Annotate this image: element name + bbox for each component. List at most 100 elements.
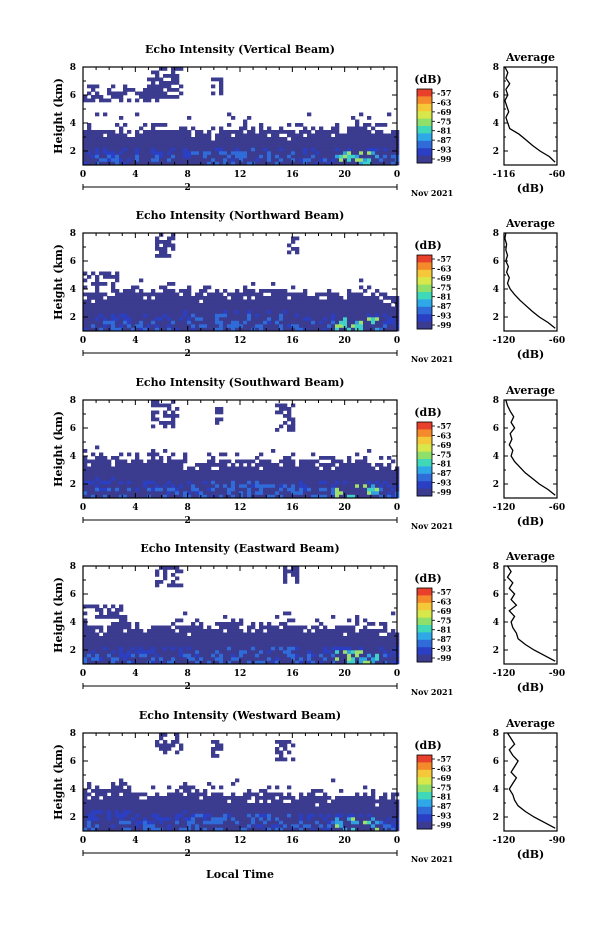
y-tick-label: 8 (70, 562, 76, 572)
average-x-tick-label: -120 (493, 836, 516, 846)
colorbar-swatch (417, 807, 432, 815)
x-tick-label: 8 (185, 336, 191, 346)
average-y-tick-label: 4 (493, 785, 499, 795)
y-axis-label: Height (km) (52, 744, 65, 820)
colorbar-swatch (417, 481, 432, 489)
panel-title: Echo Intensity (Eastward Beam) (140, 542, 339, 555)
colorbar-unit: (dB) (414, 73, 441, 86)
x-axis-label: Local Time (206, 868, 274, 881)
average-x-tick-label: -60 (549, 503, 565, 513)
x-tick-label: 0 (80, 336, 86, 346)
x-tick-label: 0 (80, 836, 86, 846)
colorbar-swatch (417, 133, 432, 141)
colorbar-swatch (417, 111, 432, 119)
x-tick-label: 16 (286, 336, 299, 346)
average-x-tick-label: -116 (493, 170, 516, 180)
average-x-tick-label: -60 (549, 170, 565, 180)
average-x-tick-label: -90 (549, 836, 565, 846)
day-label: 2 (185, 682, 191, 692)
average-y-tick-label: 6 (493, 757, 499, 767)
colorbar-swatch (417, 422, 432, 430)
colorbar-swatch (417, 603, 432, 611)
colorbar-swatch (417, 270, 432, 278)
heatmap-cells (83, 733, 399, 831)
colorbar-swatch (417, 647, 432, 655)
date-label: Nov 2021 (411, 854, 453, 864)
y-axis-label: Height (km) (52, 78, 65, 154)
average-x-label: (dB) (517, 182, 544, 195)
colorbar-swatch (417, 799, 432, 807)
x-tick-label: 12 (234, 170, 247, 180)
average-y-tick-label: 6 (493, 91, 499, 101)
colorbar: -57-63-69-75-81-87-93-99 (417, 587, 452, 663)
panel-title: Echo Intensity (Northward Beam) (136, 209, 345, 222)
colorbar-unit: (dB) (414, 739, 441, 752)
x-tick-label: 12 (234, 336, 247, 346)
average-y-tick-label: 4 (493, 285, 499, 295)
x-tick-label: 12 (234, 836, 247, 846)
colorbar-swatch (417, 762, 432, 770)
y-axis-label: Height (km) (52, 244, 65, 320)
x-tick-label: 20 (338, 669, 351, 679)
colorbar-swatch (417, 255, 432, 263)
day-label: 2 (185, 849, 191, 859)
x-tick-label: 8 (185, 669, 191, 679)
y-tick-label: 2 (70, 147, 76, 157)
colorbar-swatch (417, 618, 432, 626)
colorbar-swatch (417, 814, 432, 822)
average-title: Average (505, 384, 555, 397)
colorbar-swatch (417, 126, 432, 134)
y-tick-label: 4 (70, 285, 76, 295)
average-y-tick-label: 8 (493, 229, 499, 239)
colorbar-swatch (417, 655, 432, 663)
y-tick-label: 8 (70, 396, 76, 406)
x-tick-label: 0 (80, 503, 86, 513)
y-axis-label: Height (km) (52, 577, 65, 653)
day-label: 2 (185, 349, 191, 359)
colorbar-swatch (417, 466, 432, 474)
x-tick-label: 4 (132, 836, 138, 846)
colorbar-swatch (417, 822, 432, 830)
colorbar-tick-label: -99 (437, 320, 452, 330)
x-tick-label: 16 (286, 170, 299, 180)
average-title: Average (505, 717, 555, 730)
x-tick-label: 8 (185, 836, 191, 846)
colorbar-swatch (417, 452, 432, 460)
average-line (506, 400, 555, 495)
average-y-tick-label: 8 (493, 396, 499, 406)
x-tick-label: 20 (338, 836, 351, 846)
average-frame (504, 566, 557, 664)
heatmap-cells (83, 566, 399, 664)
y-tick-label: 6 (70, 424, 76, 434)
y-tick-label: 4 (70, 785, 76, 795)
colorbar-tick-label: -99 (437, 820, 452, 830)
average-y-tick-label: 6 (493, 257, 499, 267)
y-tick-label: 4 (70, 452, 76, 462)
average-y-tick-label: 6 (493, 424, 499, 434)
y-tick-label: 2 (70, 313, 76, 323)
y-tick-label: 4 (70, 618, 76, 628)
x-tick-label: 16 (286, 669, 299, 679)
colorbar-swatch (417, 96, 432, 104)
average-y-tick-label: 2 (493, 313, 499, 323)
x-tick-label: 20 (338, 503, 351, 513)
colorbar-swatch (417, 262, 432, 270)
colorbar-swatch (417, 792, 432, 800)
colorbar: -57-63-69-75-81-87-93-99 (417, 254, 452, 330)
colorbar-swatch (417, 595, 432, 603)
average-x-tick-label: -90 (549, 669, 565, 679)
colorbar-swatch (417, 785, 432, 793)
x-tick-label: 4 (132, 336, 138, 346)
x-tick-label: 0 (394, 836, 400, 846)
panel-title: Echo Intensity (Westward Beam) (139, 709, 341, 722)
colorbar-swatch (417, 89, 432, 97)
x-tick-label: 0 (394, 669, 400, 679)
x-tick-label: 12 (234, 503, 247, 513)
y-tick-label: 6 (70, 257, 76, 267)
average-x-tick-label: -120 (493, 336, 516, 346)
colorbar-tick-label: -99 (437, 653, 452, 663)
average-frame (504, 67, 557, 165)
